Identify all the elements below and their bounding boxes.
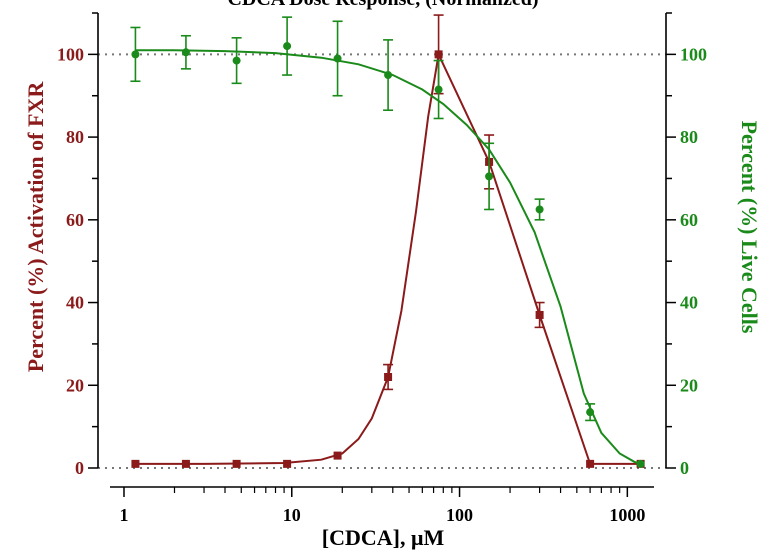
- y-right-tick-label: 60: [680, 210, 698, 230]
- x-tick-label: 10: [283, 505, 301, 525]
- data-point: [434, 50, 443, 59]
- reference-lines: [98, 53, 666, 469]
- data-point: [586, 459, 595, 468]
- y-left-tick-label: 100: [57, 44, 84, 64]
- data-point: [333, 54, 342, 63]
- data-point: [535, 310, 544, 319]
- data-point: [384, 71, 393, 80]
- data-point: [434, 85, 443, 94]
- axes: 0 0 20 20 40 40 60 60 80 80 100 100 1 10 100 1000: [57, 12, 707, 525]
- data-point: [181, 48, 190, 57]
- y-right-axis-title: Percent (%) Live Cells: [737, 121, 762, 334]
- y-left-tick-label: 80: [66, 127, 84, 147]
- x-tick-label: 100: [446, 505, 473, 525]
- y-right-tick-label: 80: [680, 127, 698, 147]
- x-tick-label: 1000: [609, 505, 645, 525]
- data-point: [283, 459, 292, 468]
- data-point: [333, 451, 342, 460]
- data-point: [485, 172, 494, 181]
- y-left-tick-label: 40: [66, 293, 84, 313]
- data-point: [586, 408, 595, 417]
- data-point: [131, 50, 140, 59]
- y-right-tick-label: 0: [680, 458, 689, 478]
- series-1-fit-line: [135, 51, 641, 465]
- data-point: [384, 373, 393, 381]
- data-point: [283, 42, 292, 51]
- series-layer: [130, 14, 645, 468]
- chart-title: CDCA Dose Response, (Normalized): [227, 0, 538, 10]
- data-point: [232, 459, 241, 468]
- y-left-tick-label: 20: [66, 375, 84, 395]
- y-right-tick-label: 40: [680, 293, 698, 313]
- series-2-fit-line: [135, 49, 641, 465]
- x-axis-title: [CDCA], μM: [322, 525, 445, 550]
- data-point: [181, 459, 190, 468]
- y-left-tick-label: 60: [66, 210, 84, 230]
- x-tick-label: 1: [119, 505, 128, 525]
- data-point: [636, 459, 645, 468]
- y-left-tick-label: 0: [75, 458, 84, 478]
- data-point: [232, 56, 241, 65]
- series-2: [130, 16, 645, 468]
- y-right-tick-label: 20: [680, 375, 698, 395]
- y-left-axis-title: Percent (%) Activation of FXR: [23, 81, 48, 373]
- y-right-tick-label: 100: [680, 44, 707, 64]
- data-point: [535, 205, 544, 214]
- data-point: [131, 459, 140, 468]
